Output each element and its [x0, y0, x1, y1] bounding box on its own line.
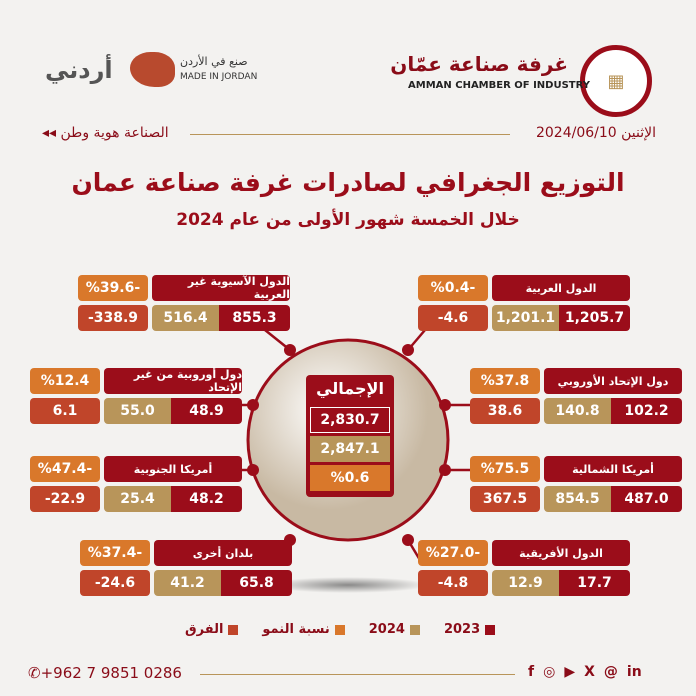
- region-name: دول أوروبية من غير الإتحاد: [104, 368, 242, 394]
- bird-logo: [130, 52, 175, 87]
- legend-2024: 2024: [369, 622, 420, 637]
- threads-icon[interactable]: @: [603, 664, 618, 680]
- value-2023: 48.2: [171, 486, 242, 512]
- region-card: %39.6- الدول الآسيوية غير العربية -338.9 51…: [78, 275, 290, 331]
- page-title: التوزيع الجغرافي لصادرات غرفة صناعة عمان: [71, 168, 625, 197]
- difference-value: -4.6: [418, 305, 488, 331]
- region-card: %12.4 دول أوروبية من غير الإتحاد 6.1 55.0 48…: [30, 368, 242, 424]
- youtube-icon[interactable]: ▶: [564, 664, 576, 680]
- value-2023: 17.7: [559, 570, 630, 596]
- region-card: %37.4- بلدان أخرى -24.6 41.2 65.8: [80, 540, 292, 596]
- region-name: بلدان أخرى: [154, 540, 292, 566]
- region-card: %37.8 دول الإتحاد الأوروبي 38.6 140.8 102.2: [470, 368, 682, 424]
- growth-rate: %37.8: [470, 368, 540, 394]
- growth-rate: %75.5: [470, 456, 540, 482]
- difference-value: -4.8: [418, 570, 488, 596]
- total-2024: 2,847.1: [310, 436, 390, 462]
- slogan: الصناعة هوية وطن ◂◂: [42, 125, 169, 141]
- chamber-logo: ▦: [580, 45, 652, 117]
- difference-value: 38.6: [470, 398, 540, 424]
- region-name: الدول الأفريقية: [492, 540, 630, 566]
- total-label: الإجمالي: [316, 379, 384, 398]
- value-2024: 854.5: [544, 486, 611, 512]
- difference-value: 367.5: [470, 486, 540, 512]
- value-2023: 1,205.7: [559, 305, 630, 331]
- value-2024: 516.4: [152, 305, 219, 331]
- region-card: %47.4- أمريكا الجنوبية -22.9 25.4 48.2: [30, 456, 242, 512]
- growth-rate: %39.6-: [78, 275, 148, 301]
- region-card: %27.0- الدول الأفريقية -4.8 12.9 17.7: [418, 540, 630, 596]
- social-icons: f ◎ ▶ X @ in: [528, 664, 642, 680]
- value-2024: 41.2: [154, 570, 221, 596]
- region-name: الدول العربية: [492, 275, 630, 301]
- difference-value: 6.1: [30, 398, 100, 424]
- instagram-icon[interactable]: ◎: [543, 664, 556, 680]
- chamber-name-ar: غرفة صناعة عمّان: [390, 52, 568, 76]
- x-icon[interactable]: X: [584, 664, 595, 680]
- total-growth: %0.6: [310, 465, 390, 491]
- value-2024: 25.4: [104, 486, 171, 512]
- region-name: الدول الآسيوية غير العربية: [152, 275, 290, 301]
- value-2023: 65.8: [221, 570, 292, 596]
- value-2023: 48.9: [171, 398, 242, 424]
- growth-rate: %37.4-: [80, 540, 150, 566]
- value-2024: 55.0: [104, 398, 171, 424]
- legend-2023: 2023: [444, 622, 496, 637]
- value-2024: 1,201.1: [492, 305, 559, 331]
- legend-diff: الفرق: [185, 622, 239, 637]
- made-in-jordan-en: MADE IN JORDAN: [180, 72, 258, 82]
- difference-value: -338.9: [78, 305, 148, 331]
- region-name: أمريكا الشمالية: [544, 456, 682, 482]
- facebook-icon[interactable]: f: [528, 664, 535, 680]
- legend-growth: نسبة النمو: [262, 622, 345, 637]
- growth-rate: %12.4: [30, 368, 100, 394]
- linkedin-icon[interactable]: in: [626, 664, 642, 680]
- value-2024: 140.8: [544, 398, 611, 424]
- date: الإثنين 2024/06/10: [535, 125, 656, 141]
- difference-value: -24.6: [80, 570, 150, 596]
- region-card: %0.4- الدول العربية -4.6 1,201.1 1,205.7: [418, 275, 630, 331]
- legend: 2023 2024 نسبة النمو الفرق: [185, 622, 496, 637]
- region-name: أمريكا الجنوبية: [104, 456, 242, 482]
- total-box: الإجمالي 2,830.7 2,847.1 %0.6: [306, 375, 394, 497]
- value-2023: 487.0: [611, 486, 682, 512]
- page-subtitle: خلال الخمسة شهور الأولى من عام 2024: [176, 210, 520, 230]
- value-2024: 12.9: [492, 570, 559, 596]
- divider: [200, 674, 515, 675]
- difference-value: -22.9: [30, 486, 100, 512]
- growth-rate: %47.4-: [30, 456, 100, 482]
- total-2023: 2,830.7: [310, 407, 390, 433]
- value-2023: 855.3: [219, 305, 290, 331]
- whatsapp-phone[interactable]: ✆+962 7 9851 0286: [28, 664, 182, 682]
- region-card: %75.5 أمريكا الشمالية 367.5 854.5 487.0: [470, 456, 682, 512]
- chamber-name-en: AMMAN CHAMBER OF INDUSTRY: [408, 80, 591, 91]
- made-in-jordan-ar: صنع في الأردن: [180, 55, 248, 68]
- value-2023: 102.2: [611, 398, 682, 424]
- region-name: دول الإتحاد الأوروبي: [544, 368, 682, 394]
- divider: [190, 134, 510, 135]
- growth-rate: %0.4-: [418, 275, 488, 301]
- urduni-logo: أردني: [45, 56, 113, 84]
- growth-rate: %27.0-: [418, 540, 488, 566]
